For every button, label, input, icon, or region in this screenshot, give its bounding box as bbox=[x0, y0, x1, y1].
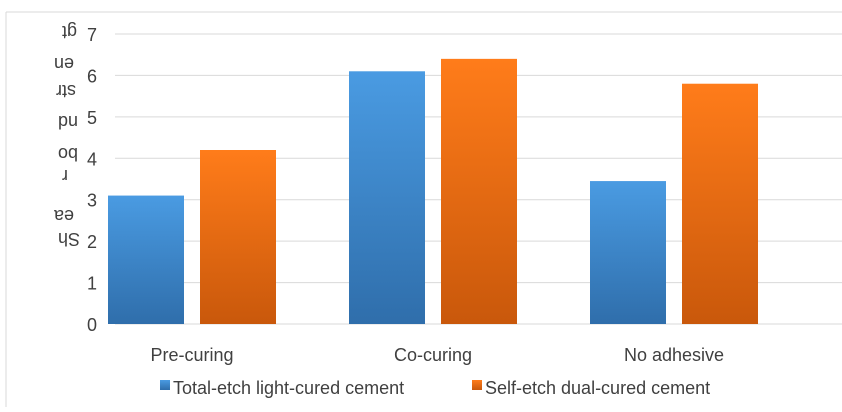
x-tick-label: Pre-curing bbox=[150, 345, 233, 365]
y-axis-label-fragment: en bbox=[54, 54, 74, 74]
y-tick-label: 5 bbox=[87, 108, 97, 128]
x-axis-ticks: Pre-curing Co-curing No adhesive bbox=[150, 345, 724, 365]
y-axis-label-fragment: r bbox=[62, 166, 68, 186]
y-tick-label: 0 bbox=[87, 315, 97, 335]
legend-label-2: Self-etch dual-cured cement bbox=[485, 378, 710, 398]
y-axis-label-fragment: bo bbox=[58, 144, 78, 164]
legend-swatch-2 bbox=[472, 380, 482, 390]
y-axis-label-fragment: gt bbox=[62, 22, 77, 42]
legend-swatch-1 bbox=[160, 380, 170, 390]
y-tick-label: 3 bbox=[87, 191, 97, 211]
legend-label-1: Total-etch light-cured cement bbox=[173, 378, 404, 398]
y-tick-label: 7 bbox=[87, 25, 97, 45]
legend: Total-etch light-cured cement Self-etch d… bbox=[160, 378, 710, 398]
y-axis-label: gt en str nd bor ea Sh bbox=[53, 22, 80, 249]
bar-self-etch-1 bbox=[441, 58, 517, 324]
y-axis-label-fragment: str bbox=[56, 81, 76, 101]
bars bbox=[108, 58, 758, 325]
bar-self-etch-0 bbox=[200, 150, 276, 324]
y-axis-label-fragment: ea bbox=[53, 206, 74, 226]
x-tick-label: No adhesive bbox=[624, 345, 724, 365]
bar-total-etch-0 bbox=[108, 195, 184, 324]
y-tick-label: 1 bbox=[87, 274, 97, 294]
y-tick-label: 6 bbox=[87, 66, 97, 86]
y-axis-label-fragment: nd bbox=[58, 112, 78, 132]
y-axis-ticks: 0 1 2 3 4 5 6 7 bbox=[87, 25, 97, 335]
bar-total-etch-1 bbox=[349, 71, 425, 325]
bar-total-etch-2 bbox=[590, 181, 666, 324]
y-tick-label: 2 bbox=[87, 232, 97, 252]
bar-self-etch-2 bbox=[682, 83, 758, 324]
y-axis-label-fragment: Sh bbox=[58, 229, 80, 249]
y-tick-label: 4 bbox=[87, 149, 97, 169]
x-tick-label: Co-curing bbox=[394, 345, 472, 365]
